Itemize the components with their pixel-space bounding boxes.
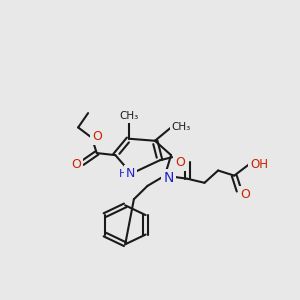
Text: OH: OH [250, 158, 268, 171]
Text: O: O [71, 158, 81, 171]
Text: CH₃: CH₃ [119, 111, 139, 121]
Text: N: N [125, 167, 135, 180]
Text: H: H [118, 169, 127, 178]
Text: O: O [240, 188, 250, 201]
Text: O: O [175, 156, 185, 169]
Text: CH₃: CH₃ [171, 122, 190, 133]
Text: N: N [164, 171, 174, 185]
Text: O: O [92, 130, 102, 143]
